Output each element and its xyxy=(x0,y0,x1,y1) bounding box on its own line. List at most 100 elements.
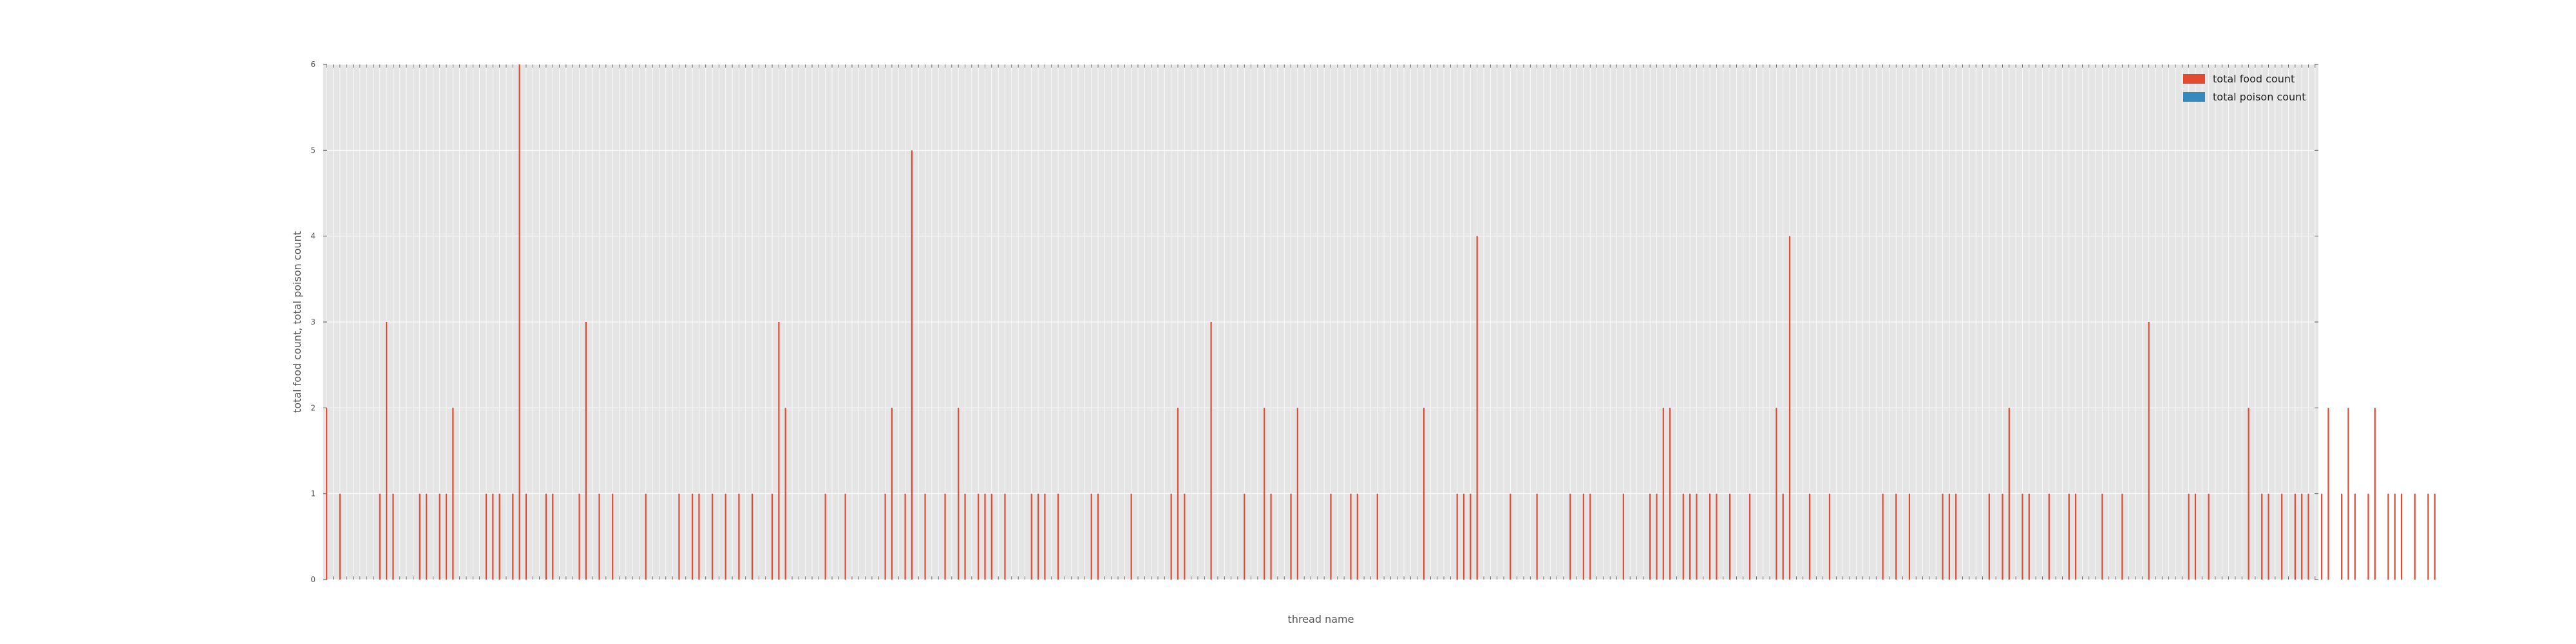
bar xyxy=(692,493,694,580)
bar xyxy=(2327,408,2329,580)
legend-swatch-food xyxy=(2183,74,2205,84)
bar xyxy=(326,408,328,580)
bar xyxy=(2261,493,2263,580)
bar xyxy=(1669,408,1671,580)
bar xyxy=(1177,408,1179,580)
bar xyxy=(1582,493,1585,580)
bar xyxy=(984,493,986,580)
bar xyxy=(698,493,700,580)
x-axis-title: thread name xyxy=(1288,613,1354,625)
bar xyxy=(1682,493,1684,580)
bar xyxy=(2394,493,2396,580)
bar xyxy=(578,493,580,580)
legend-label-poison: total poison count xyxy=(2213,91,2306,103)
y-tick-label: 3 xyxy=(310,317,316,327)
bar xyxy=(439,493,440,580)
bar xyxy=(492,493,494,580)
bar xyxy=(1955,493,1957,580)
bar xyxy=(1748,493,1751,580)
bar xyxy=(1788,236,1791,580)
bar xyxy=(1828,493,1831,580)
bar xyxy=(1689,493,1691,580)
bar xyxy=(1244,493,1245,580)
bar xyxy=(419,493,421,580)
bar xyxy=(525,493,527,580)
bar xyxy=(978,493,980,580)
bar xyxy=(2074,493,2077,580)
bar xyxy=(964,493,966,580)
bar xyxy=(1696,493,1698,580)
bar xyxy=(2008,408,2010,580)
bar xyxy=(1622,493,1624,580)
bar xyxy=(924,493,926,580)
bar xyxy=(844,493,846,580)
y-tick-label: 0 xyxy=(310,575,316,584)
bar xyxy=(738,493,740,580)
bar xyxy=(1536,493,1538,580)
bar xyxy=(824,493,826,580)
bar xyxy=(1030,493,1032,580)
bar xyxy=(1776,408,1777,580)
bars xyxy=(326,64,2436,580)
bar xyxy=(598,493,600,580)
bar xyxy=(2002,493,2003,580)
bar xyxy=(2281,493,2283,580)
bar xyxy=(712,493,714,580)
bar xyxy=(552,493,554,580)
bar xyxy=(445,493,448,580)
y-axis-title: total food count, total poison count xyxy=(291,231,303,413)
bar xyxy=(585,322,587,580)
bar xyxy=(990,493,992,580)
bar xyxy=(2268,493,2269,580)
bar xyxy=(2101,493,2103,580)
bar xyxy=(2374,408,2376,580)
bar xyxy=(2347,408,2349,580)
bar xyxy=(904,493,906,580)
bar xyxy=(2188,493,2190,580)
bar xyxy=(452,408,454,580)
bar xyxy=(1882,493,1884,580)
bar xyxy=(2121,493,2123,580)
bar xyxy=(2341,493,2343,580)
bar xyxy=(2068,493,2070,580)
bar xyxy=(1942,493,1944,580)
bar xyxy=(1569,493,1571,580)
bar xyxy=(379,493,381,580)
bar xyxy=(778,322,780,580)
bar xyxy=(2248,408,2249,580)
bar xyxy=(1782,493,1784,580)
bar xyxy=(1908,493,1911,580)
y-tick-label: 1 xyxy=(310,489,316,498)
legend-label-food: total food count xyxy=(2213,73,2295,85)
bar xyxy=(1057,493,1059,580)
bar xyxy=(1895,493,1897,580)
bar xyxy=(2194,493,2197,580)
bar xyxy=(1476,236,1478,580)
legend: total food count total poison count xyxy=(2183,73,2306,103)
bar xyxy=(911,150,913,580)
bar xyxy=(1170,493,1172,580)
bar xyxy=(1290,493,1292,580)
bar xyxy=(1130,493,1132,580)
bar xyxy=(1350,493,1352,580)
bar xyxy=(1470,493,1472,580)
bar xyxy=(2400,493,2403,580)
bar xyxy=(485,493,488,580)
bar xyxy=(1988,493,1990,580)
bar xyxy=(2294,493,2296,580)
bar xyxy=(1376,493,1378,580)
bar xyxy=(1589,493,1591,580)
bar xyxy=(2434,493,2436,580)
bar xyxy=(884,493,886,580)
bar xyxy=(1270,493,1272,580)
bar xyxy=(1662,408,1664,580)
bar xyxy=(891,408,893,580)
bar xyxy=(545,493,547,580)
bar xyxy=(1649,493,1651,580)
bar xyxy=(386,322,388,580)
bar xyxy=(1728,493,1731,580)
bar xyxy=(1264,408,1265,580)
bar xyxy=(1463,493,1465,580)
bar xyxy=(1356,493,1358,580)
